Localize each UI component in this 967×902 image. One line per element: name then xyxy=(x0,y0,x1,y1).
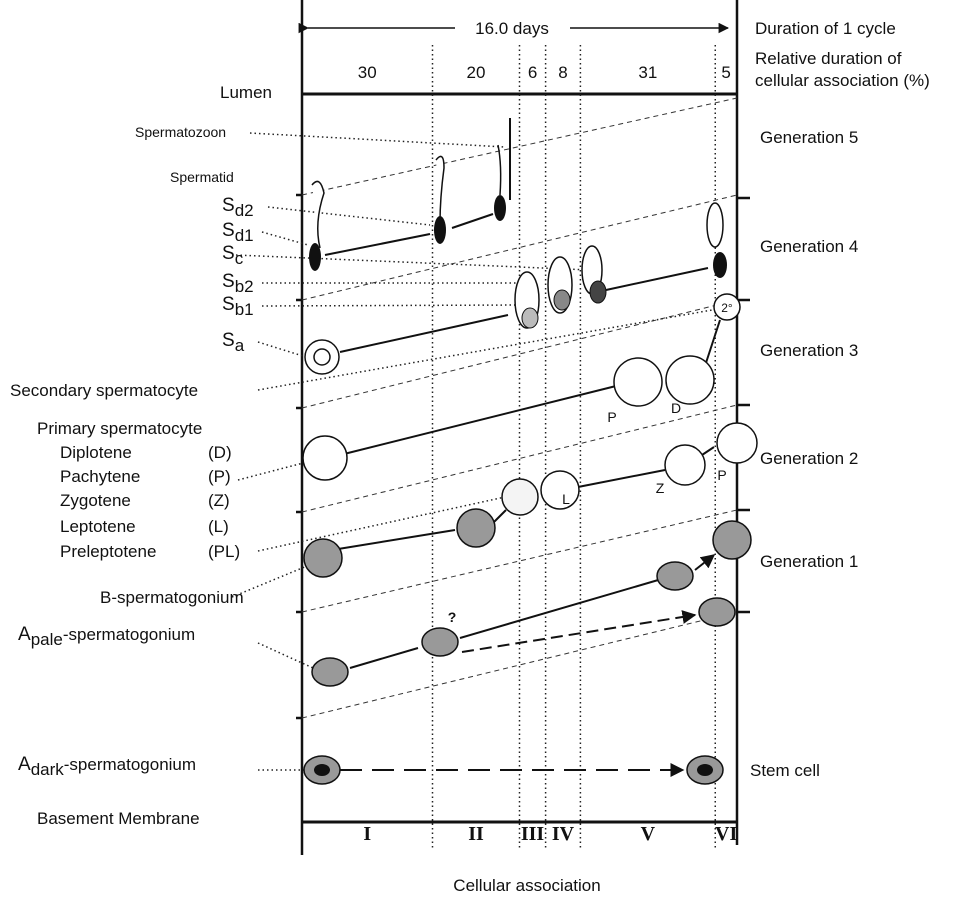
label: cellular association (%) xyxy=(755,71,930,90)
label: Generation 5 xyxy=(760,128,858,147)
label: 16.0 days xyxy=(475,19,549,38)
spermatogonium-label: Adark-spermatogonium xyxy=(18,754,196,779)
label: Preleptotene xyxy=(60,542,156,561)
stage-base: S xyxy=(222,294,235,315)
stage-label: Sc xyxy=(222,243,244,268)
label: Primary spermatocyte xyxy=(37,419,202,438)
spermatogonium-label: Apale-spermatogonium xyxy=(18,624,195,649)
label: Diplotene xyxy=(60,443,132,462)
cell-mark: ? xyxy=(448,609,457,625)
a-suffix: -spermatogonium xyxy=(63,625,195,644)
stage-numeral: III xyxy=(521,823,545,845)
stage-base: S xyxy=(222,243,235,264)
cell-mark: P xyxy=(607,409,616,425)
percent-label: 31 xyxy=(638,63,657,82)
label: Spermatid xyxy=(170,169,234,185)
label: Leptotene xyxy=(60,517,136,536)
stage-numeral: I xyxy=(363,823,371,845)
percent-label: 30 xyxy=(358,63,377,82)
stage-sub: d2 xyxy=(235,201,254,220)
stage-label: Sd2 xyxy=(222,195,254,220)
label: Generation 3 xyxy=(760,341,858,360)
stage-label: Sd1 xyxy=(222,220,254,245)
label: Generation 1 xyxy=(760,552,858,571)
label: Zygotene xyxy=(60,491,131,510)
cell-mark: Z xyxy=(656,480,665,496)
stage-base: S xyxy=(222,271,235,292)
stage-base: S xyxy=(222,330,235,351)
a-base: A xyxy=(18,624,31,645)
label: Cellular association xyxy=(453,876,600,895)
stage-label: Sb1 xyxy=(222,294,254,319)
label: (PL) xyxy=(208,542,240,561)
arrows xyxy=(324,118,720,777)
label: B-spermatogonium xyxy=(100,588,244,607)
cell-mark: P xyxy=(717,467,726,483)
label: Relative duration of xyxy=(755,49,902,68)
label: Generation 4 xyxy=(760,237,858,256)
frame xyxy=(296,0,750,855)
cell-mark: L xyxy=(562,491,570,507)
label: Lumen xyxy=(220,83,272,102)
stage-numeral: II xyxy=(468,823,484,845)
stage-numeral: VI xyxy=(715,823,737,845)
percent-label: 5 xyxy=(721,63,730,82)
leaders xyxy=(231,132,713,771)
label: Pachytene xyxy=(60,467,140,486)
percent-label: 20 xyxy=(467,63,486,82)
label: Secondary spermatocyte xyxy=(10,381,198,400)
label: Generation 2 xyxy=(760,449,858,468)
stage-numeral: IV xyxy=(552,823,575,845)
stage-sub: b2 xyxy=(235,277,254,296)
a-suffix: -spermatogonium xyxy=(64,755,196,774)
label: (P) xyxy=(208,467,231,486)
a-base: A xyxy=(18,754,31,775)
label: Basement Membrane xyxy=(37,809,200,828)
label: (Z) xyxy=(208,491,230,510)
stage-base: S xyxy=(222,220,235,241)
label: (D) xyxy=(208,443,232,462)
a-sub: dark xyxy=(31,760,65,779)
stage-sub: a xyxy=(235,336,245,355)
a-sub: pale xyxy=(31,630,63,649)
cell-mark: 2° xyxy=(721,301,733,315)
stage-base: S xyxy=(222,195,235,216)
stage-label: Sa xyxy=(222,330,245,355)
labels: 16.0 days Duration of 1 cycle Relative dur… xyxy=(10,19,930,895)
stage-numeral: V xyxy=(641,823,656,845)
percent-label: 8 xyxy=(558,63,567,82)
label: Duration of 1 cycle xyxy=(755,19,896,38)
label: Stem cell xyxy=(750,761,820,780)
stage-sub: d1 xyxy=(235,226,254,245)
percent-label: 6 xyxy=(528,63,537,82)
stage-sub: b1 xyxy=(235,300,254,319)
label: (L) xyxy=(208,517,229,536)
cell-mark: D xyxy=(671,400,681,416)
stage-label: Sb2 xyxy=(222,271,254,296)
column-dividers xyxy=(431,45,716,850)
stage-sub: c xyxy=(235,249,244,268)
label: Spermatozoon xyxy=(135,124,226,140)
cells xyxy=(302,144,758,785)
